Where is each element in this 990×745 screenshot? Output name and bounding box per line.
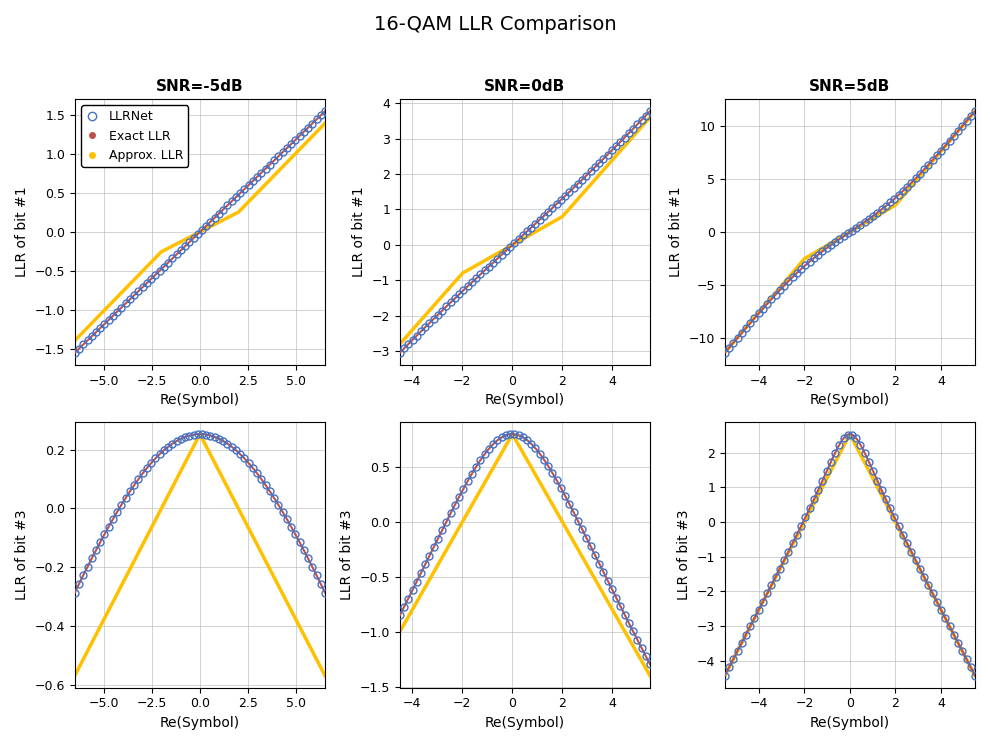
Title: SNR=0dB: SNR=0dB bbox=[484, 79, 565, 94]
Y-axis label: LLR of bit #1: LLR of bit #1 bbox=[669, 187, 683, 277]
X-axis label: Re(Symbol): Re(Symbol) bbox=[485, 393, 565, 407]
X-axis label: Re(Symbol): Re(Symbol) bbox=[159, 393, 240, 407]
Y-axis label: LLR of bit #3: LLR of bit #3 bbox=[15, 510, 29, 600]
Legend: LLRNet, Exact LLR, Approx. LLR: LLRNet, Exact LLR, Approx. LLR bbox=[81, 105, 188, 167]
X-axis label: Re(Symbol): Re(Symbol) bbox=[810, 393, 890, 407]
Y-axis label: LLR of bit #3: LLR of bit #3 bbox=[340, 510, 354, 600]
Y-axis label: LLR of bit #3: LLR of bit #3 bbox=[677, 510, 691, 600]
Title: SNR=5dB: SNR=5dB bbox=[809, 79, 891, 94]
Y-axis label: LLR of bit #1: LLR of bit #1 bbox=[352, 187, 366, 277]
X-axis label: Re(Symbol): Re(Symbol) bbox=[485, 716, 565, 730]
X-axis label: Re(Symbol): Re(Symbol) bbox=[159, 716, 240, 730]
Title: SNR=-5dB: SNR=-5dB bbox=[156, 79, 244, 94]
Y-axis label: LLR of bit #1: LLR of bit #1 bbox=[15, 187, 29, 277]
X-axis label: Re(Symbol): Re(Symbol) bbox=[810, 716, 890, 730]
Text: 16-QAM LLR Comparison: 16-QAM LLR Comparison bbox=[373, 15, 617, 34]
